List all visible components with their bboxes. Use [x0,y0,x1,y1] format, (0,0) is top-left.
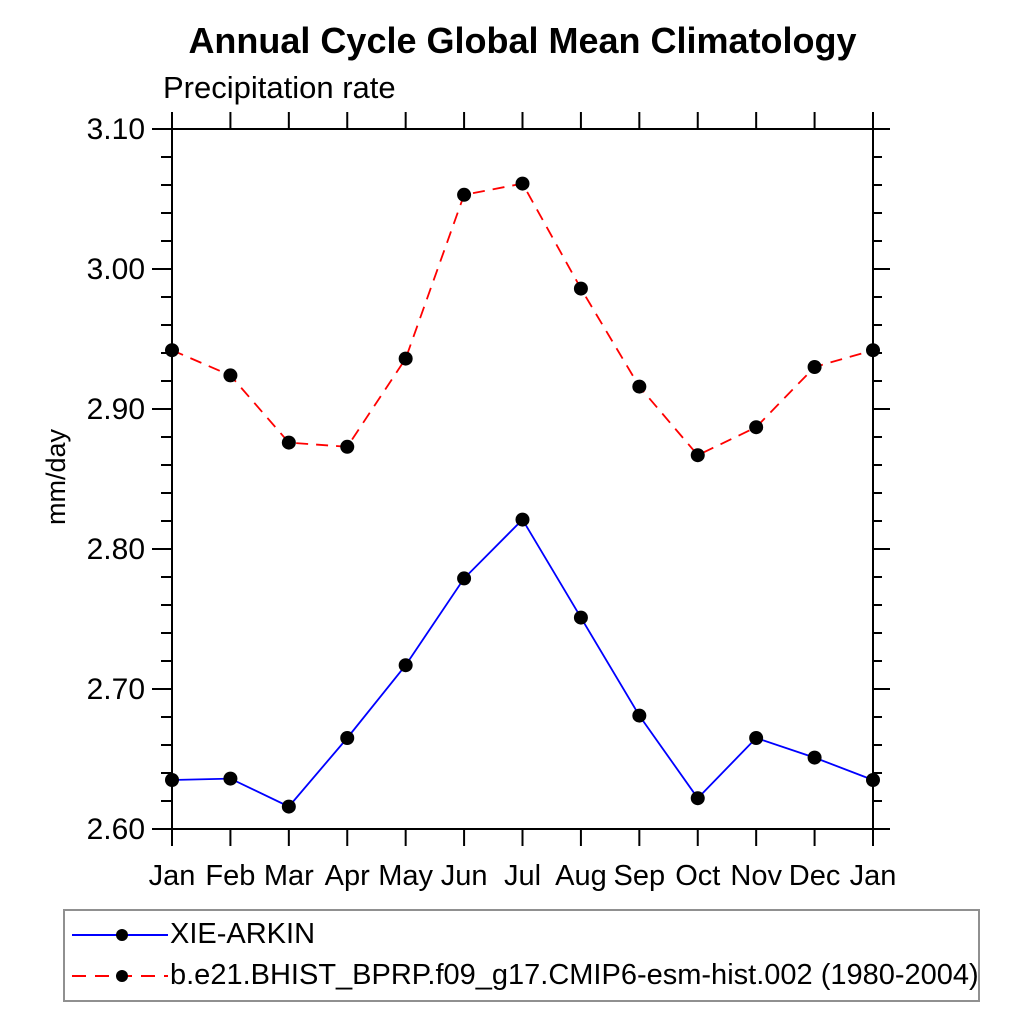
x-tick-label: Aug [555,860,607,892]
x-tick-label: May [378,860,433,892]
data-point-s0-Apr [340,731,355,745]
y-tick-label: 3.10 [87,113,145,146]
data-point-s1-Apr [340,439,355,454]
legend-label-model: b.e21.BHIST_BPRP.f09_g17.CMIP6-esm-hist.… [170,959,979,991]
data-point-s0-Jul [515,512,530,527]
x-tick-label: Sep [614,860,666,892]
data-point-s1-Jan [866,343,880,358]
data-point-s1-Mar [281,435,296,450]
data-point-s0-Mar [281,799,296,814]
chart-subtitle: Precipitation rate [163,70,396,105]
x-tick-label: Jul [504,860,541,892]
x-tick-label: Jan [850,860,897,892]
y-tick-label: 2.80 [87,533,145,566]
legend-line-sample-model [72,969,168,982]
data-point-s1-May [398,351,413,366]
legend-marker-model [116,969,128,982]
data-point-s0-Aug [573,610,588,625]
data-point-s1-Jan [165,343,179,358]
chart-title: Annual Cycle Global Mean Climatology [188,20,857,61]
data-point-s0-Jan [866,773,880,787]
data-point-s0-Sep [632,708,647,723]
series-line-0 [171,518,874,808]
data-point-s0-Dec [807,750,822,765]
series-line-1 [171,182,874,457]
data-point-s1-Oct [690,448,705,463]
data-point-s0-Jan [165,773,179,787]
data-point-s1-Nov [749,420,764,435]
data-point-s1-Sep [632,379,647,394]
legend-label-obs: XIE-ARKIN [170,918,316,950]
y-tick-label: 2.90 [87,393,145,426]
x-tick-label: Dec [789,860,841,892]
x-tick-label: Oct [675,860,720,892]
y-tick-label: 2.60 [87,813,145,846]
legend-box: XIE-ARKIN b.e21.BHIST_BPRP.f09_g17.CMIP6… [63,909,980,1002]
legend-marker-obs [116,928,128,941]
x-tick-label: Jun [441,860,488,892]
data-point-s1-Aug [573,281,588,296]
data-point-s1-Feb [223,368,238,383]
plot-frame [171,128,874,830]
y-tick-label: 2.70 [87,673,145,706]
data-point-s1-Jul [515,176,530,191]
x-tick-label: Nov [730,860,782,892]
y-tick-label: 3.00 [87,253,145,286]
data-point-s0-Feb [223,771,238,786]
data-point-s0-Oct [690,791,705,806]
data-point-s0-Jun [457,571,472,586]
x-tick-label: Apr [325,860,370,892]
data-point-s1-Dec [807,360,822,374]
data-point-s0-Nov [749,731,764,745]
legend-entry-model: b.e21.BHIST_BPRP.f09_g17.CMIP6-esm-hist.… [70,955,979,996]
data-point-s0-May [398,658,413,673]
x-tick-label: Jan [149,860,196,892]
legend-line-sample-obs [72,928,168,941]
x-tick-label: Feb [205,860,255,892]
data-point-s1-Jun [457,187,472,202]
legend-entry-obs: XIE-ARKIN [70,914,315,955]
x-tick-label: Mar [264,860,314,892]
